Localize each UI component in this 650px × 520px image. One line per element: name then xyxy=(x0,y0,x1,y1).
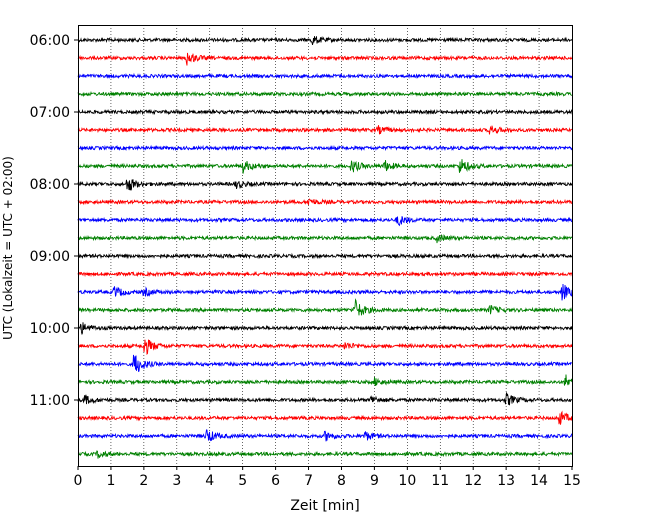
y-axis-label: UTC (Lokalzeit = UTC + 02:00) xyxy=(1,156,15,340)
seismogram-trace xyxy=(77,270,573,278)
y-tick-label: 06:00 xyxy=(30,33,70,49)
seismogram-trace xyxy=(77,283,573,301)
x-tick-label: 5 xyxy=(238,473,247,489)
seismogram-trace xyxy=(77,450,573,459)
x-tick-label: 7 xyxy=(304,473,313,489)
plot-frame xyxy=(78,25,573,467)
seismogram-trace xyxy=(77,179,573,191)
y-tick-label: 11:00 xyxy=(30,393,70,409)
x-tick-label: 0 xyxy=(74,473,83,489)
x-axis-label: Zeit [min] xyxy=(290,498,359,514)
seismogram-trace xyxy=(77,159,573,174)
seismogram-trace xyxy=(77,90,573,98)
x-tick-label: 2 xyxy=(139,473,148,489)
x-axis-ticks: 0 1 2 3 4 5 6 7 8 9 10 11 12 13 14 15 xyxy=(74,466,581,489)
x-tick-label: 4 xyxy=(205,473,214,489)
x-tick-label: 6 xyxy=(271,473,280,489)
seismogram-trace xyxy=(77,354,573,373)
seismogram-trace xyxy=(77,339,573,355)
x-tick-label: 1 xyxy=(106,473,115,489)
y-tick-label: 08:00 xyxy=(30,177,70,193)
x-tick-label: 8 xyxy=(337,473,346,489)
x-tick-label: 12 xyxy=(464,473,482,489)
seismogram-trace xyxy=(77,322,573,336)
y-tick-label: 09:00 xyxy=(30,249,70,265)
seismogram-trace xyxy=(77,216,573,227)
x-tick-label: 14 xyxy=(530,473,548,489)
seismogram-trace xyxy=(77,125,573,135)
seismogram-trace xyxy=(77,252,573,260)
y-tick-label: 07:00 xyxy=(30,105,70,121)
seismogram-trace xyxy=(77,198,573,206)
seismogram-trace xyxy=(77,374,573,387)
seismogram-trace xyxy=(77,72,573,80)
x-tick-label: 15 xyxy=(563,473,581,489)
x-tick-label: 10 xyxy=(398,473,416,489)
seismogram-trace xyxy=(77,52,573,66)
seismogram-trace xyxy=(77,429,573,442)
x-tick-label: 13 xyxy=(497,473,515,489)
x-tick-label: 9 xyxy=(370,473,379,489)
seismogram-trace xyxy=(78,298,573,316)
seismogram-trace xyxy=(77,392,573,406)
x-tick-label: 11 xyxy=(431,473,449,489)
x-tick-label: 3 xyxy=(172,473,181,489)
seismogram-trace xyxy=(77,108,573,116)
y-tick-label: 10:00 xyxy=(30,321,70,337)
seismogram-traces xyxy=(77,36,573,459)
seismogram-trace xyxy=(77,410,573,425)
seismogram-trace xyxy=(77,36,573,46)
seismogram-trace xyxy=(77,144,573,152)
y-axis-ticks: 06:00 07:00 08:00 09:00 10:00 11:00 xyxy=(30,33,78,409)
seismogram-trace xyxy=(77,234,573,244)
